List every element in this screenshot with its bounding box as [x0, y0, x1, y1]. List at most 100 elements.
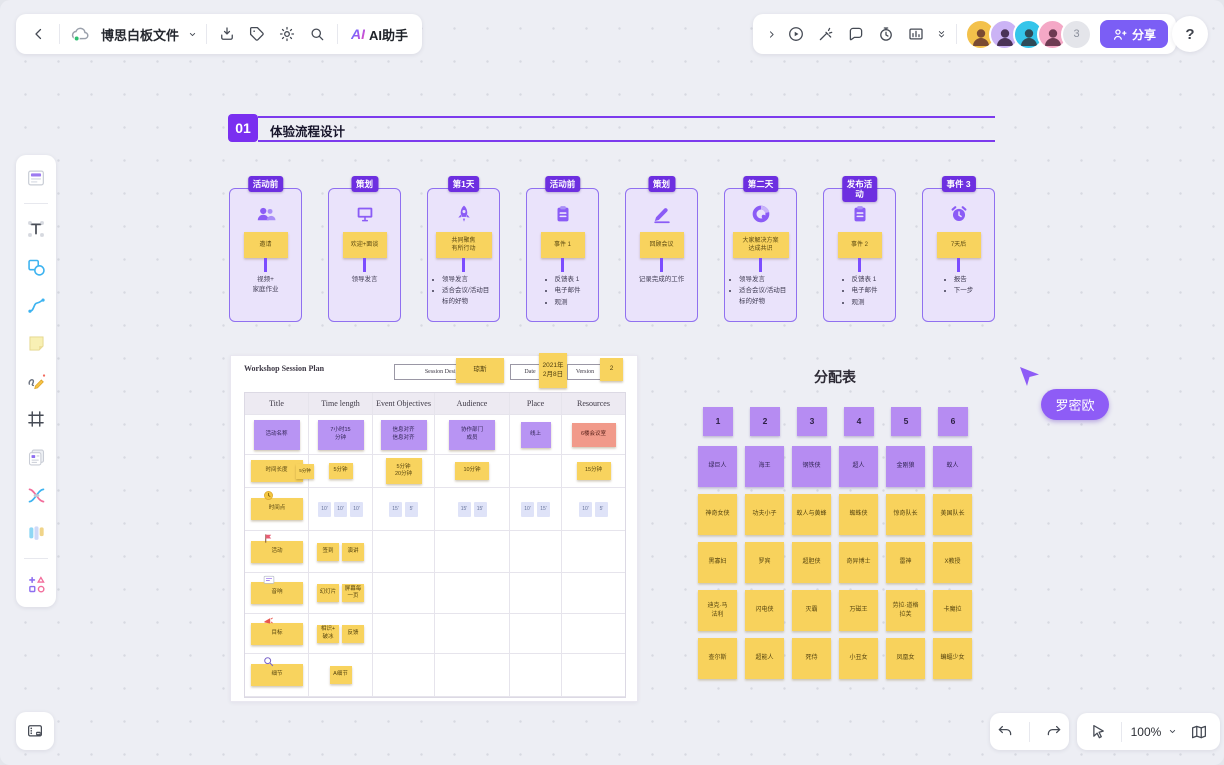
sticky-note[interactable]: 绿巨人 — [698, 446, 737, 487]
comment-button[interactable] — [841, 18, 871, 50]
tag-button[interactable] — [242, 18, 272, 50]
sticky-note[interactable]: 惊奇队长 — [886, 494, 925, 535]
sidebar-tool-more-shapes[interactable] — [21, 571, 51, 597]
sticky-note[interactable]: 协作部门 成员 — [449, 419, 495, 450]
sticky-note[interactable]: X教授 — [933, 542, 972, 583]
minimap-button[interactable] — [1184, 716, 1214, 748]
sidebar-tool-sticky-note[interactable] — [21, 330, 51, 356]
time-chip[interactable]: 15' — [537, 501, 550, 517]
chart-stats-button[interactable] — [901, 18, 931, 50]
time-chip[interactable]: 10' — [350, 501, 363, 517]
flow-card-tag[interactable]: 第1天 — [447, 176, 480, 193]
sidebar-tool-frame[interactable] — [21, 406, 51, 432]
sticky-note[interactable]: 线上 — [520, 421, 551, 448]
sidebar-tool-text[interactable] — [21, 216, 51, 242]
sticky-note[interactable]: 超能人 — [745, 638, 784, 679]
zoom-level[interactable]: 100% — [1130, 724, 1162, 739]
sidebar-tool-shapes[interactable] — [21, 254, 51, 280]
sticky-note[interactable]: 演讲 — [342, 542, 364, 561]
sticky-note[interactable]: 琼斯 — [456, 358, 504, 383]
allocation-number[interactable]: 3 — [797, 407, 827, 436]
sticky-note[interactable]: 幻灯片 — [317, 584, 339, 602]
section-title[interactable]: 体验流程设计 — [270, 125, 346, 139]
time-chip[interactable]: 10' — [579, 501, 592, 517]
sticky-note[interactable]: 灭霸 — [792, 590, 831, 631]
sidebar-tool-templates[interactable] — [21, 165, 51, 191]
flow-card-tag[interactable]: 活动前 — [247, 176, 284, 193]
sticky-note[interactable]: 神奇女侠 — [698, 494, 737, 535]
sticky-note[interactable]: 10分钟 — [455, 462, 489, 480]
collaborator-avatars[interactable] — [965, 18, 1068, 50]
flow-card-tag[interactable]: 发布活 动 — [841, 176, 878, 203]
sidebar-tool-auto-layout[interactable] — [21, 482, 51, 508]
zoom-caret-icon[interactable] — [1165, 716, 1181, 748]
redo-button[interactable] — [1035, 716, 1073, 748]
sticky-note[interactable]: 活动 — [251, 540, 303, 563]
sticky-note[interactable]: 15分钟 — [576, 462, 611, 480]
time-chip[interactable]: 15' — [473, 501, 487, 517]
expand-toolbar-button[interactable] — [761, 18, 781, 50]
sticky-note[interactable]: 海王 — [745, 446, 784, 487]
search-button[interactable] — [302, 18, 332, 50]
time-chip[interactable]: 5' — [405, 501, 418, 517]
flow-card-tag[interactable]: 策划 — [350, 176, 379, 193]
sticky-note[interactable]: 共同聚焦 有所行动 — [435, 232, 492, 258]
laser-pointer-button[interactable] — [811, 18, 841, 50]
undo-button[interactable] — [986, 716, 1024, 748]
sticky-note[interactable]: 劳拉·道格 拉芙 — [886, 590, 925, 631]
settings-button[interactable] — [272, 18, 302, 50]
sticky-note[interactable]: 屏幕每 一页 — [342, 584, 364, 602]
sticky-note[interactable]: 反馈 — [342, 624, 364, 643]
sticky-note[interactable]: 小丑女 — [839, 638, 878, 679]
allocation-number[interactable]: 6 — [938, 407, 968, 436]
sticky-note[interactable]: 蚁人与黄蜂 — [792, 494, 831, 535]
sticky-note[interactable]: 超人 — [839, 446, 878, 487]
back-button[interactable] — [24, 18, 54, 50]
chevron-down-icon[interactable] — [183, 18, 201, 50]
flow-card[interactable]: 活动前 邀请 视频+ 家庭作业 — [229, 176, 302, 322]
sticky-note[interactable]: 罗宾 — [745, 542, 784, 583]
flow-card[interactable]: 发布活 动事件 2 反馈表 1电子邮件观测 — [823, 176, 896, 322]
time-chip[interactable]: 15' — [389, 501, 402, 517]
sticky-note[interactable]: 音响 — [251, 582, 303, 604]
help-button[interactable]: ? — [1172, 16, 1208, 52]
sticky-note[interactable]: 蝙蝠少女 — [933, 638, 972, 679]
sticky-note[interactable]: 雷神 — [886, 542, 925, 583]
sticky-note[interactable]: 欢迎+面谈 — [342, 232, 387, 258]
sticky-note[interactable]: 黑寡妇 — [698, 542, 737, 583]
sidebar-tool-draw[interactable] — [21, 368, 51, 394]
flow-card-tag[interactable]: 第二天 — [742, 176, 779, 193]
sticky-note[interactable]: 超胆侠 — [792, 542, 831, 583]
sticky-note[interactable]: 钢铁侠 — [792, 446, 831, 487]
time-chip[interactable]: 10' — [521, 501, 534, 517]
sticky-note[interactable]: 信息对齐 信息对齐 — [380, 419, 427, 450]
sticky-note[interactable]: 金刚狼 — [886, 446, 925, 487]
sticky-note[interactable]: 签到 — [317, 542, 339, 561]
sticky-note[interactable]: A细节 — [329, 666, 352, 684]
sticky-note[interactable]: 万磁王 — [839, 590, 878, 631]
sticky-note[interactable]: 蚁人 — [933, 446, 972, 487]
time-chip[interactable]: 5' — [595, 501, 608, 517]
allocation-number[interactable]: 5 — [891, 407, 921, 436]
share-button[interactable]: 分享 — [1100, 20, 1169, 48]
allocation-number[interactable]: 1 — [703, 407, 733, 436]
collaborator-count-badge[interactable]: 3 — [1061, 18, 1092, 50]
sidebar-tool-connector[interactable] — [21, 292, 51, 318]
time-chip[interactable]: 15' — [457, 501, 471, 517]
download-button[interactable] — [212, 18, 242, 50]
time-chip[interactable]: 10' — [334, 501, 347, 517]
present-play-button[interactable] — [781, 18, 811, 50]
sticky-note[interactable]: 5分钟 20分钟 — [385, 458, 422, 484]
sticky-note[interactable]: 美国队长 — [933, 494, 972, 535]
sticky-note[interactable]: 6楼会议室 — [571, 422, 616, 447]
sticky-note[interactable]: 7天后 — [936, 232, 981, 258]
sticky-note[interactable]: 5分钟 — [296, 464, 314, 479]
flow-card[interactable]: 策划 欢迎+面谈 领导发言 — [328, 176, 401, 322]
flow-card-tag[interactable]: 活动前 — [544, 176, 581, 193]
sticky-note[interactable]: 事件 1 — [540, 232, 585, 258]
sticky-note[interactable]: 7小时15 分钟 — [317, 419, 364, 450]
sticky-note[interactable]: 5分钟 — [328, 463, 353, 479]
sticky-note[interactable]: 闪电侠 — [745, 590, 784, 631]
